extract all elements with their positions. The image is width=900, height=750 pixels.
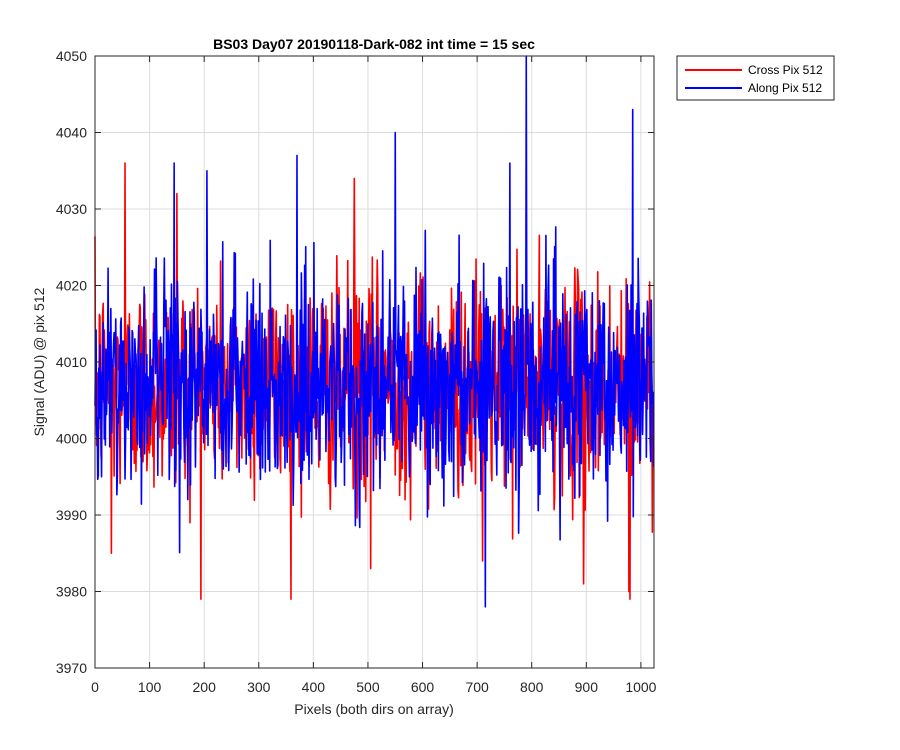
y-tick-label: 3980: [56, 584, 87, 600]
y-tick-label: 4030: [56, 201, 87, 217]
chart-title: BS03 Day07 20190118-Dark-082 int time = …: [213, 36, 535, 52]
x-tick-label: 0: [91, 679, 99, 695]
legend-label-along: Along Pix 512: [748, 81, 822, 95]
y-tick-label: 4010: [56, 354, 87, 370]
x-axis-label: Pixels (both dirs on array): [294, 701, 454, 717]
series-layer: [94, 55, 655, 608]
y-tick-label: 4040: [56, 125, 87, 141]
series-line-along-pix-512: [94, 55, 655, 608]
x-tick-label: 600: [411, 679, 435, 695]
y-axis-label: Signal (ADU) @ pix 512: [31, 287, 47, 436]
x-tick-label: 200: [193, 679, 217, 695]
x-tick-label: 100: [138, 679, 162, 695]
legend-label-cross: Cross Pix 512: [748, 63, 823, 77]
x-tick-label: 900: [575, 679, 599, 695]
y-tick-label: 3970: [56, 660, 87, 676]
y-tick-label: 4020: [56, 278, 87, 294]
y-tick-label: 4000: [56, 431, 87, 447]
x-tick-label: 700: [465, 679, 489, 695]
legend-box: [676, 55, 835, 101]
x-tick-label: 800: [520, 679, 544, 695]
x-tick-label: 300: [247, 679, 271, 695]
x-axis: 0 100 200 300 400 500 600 700 800 900 1000: [91, 56, 657, 695]
x-tick-label: 500: [356, 679, 380, 695]
legend: Cross Pix 512 Along Pix 512: [676, 55, 835, 101]
x-tick-label: 1000: [625, 679, 656, 695]
x-tick-label: 400: [302, 679, 326, 695]
y-axis: 3970 3980 3990 4000 4010 4020 4030 4040 4050: [56, 48, 654, 676]
y-tick-label: 4050: [56, 48, 87, 64]
y-tick-label: 3990: [56, 507, 87, 523]
